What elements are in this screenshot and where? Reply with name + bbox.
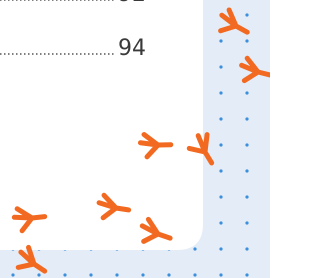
content-panel [0, 0, 203, 250]
page-fragment: 92 94 [0, 0, 270, 278]
page-number: 92 [118, 0, 146, 7]
page-number: 94 [118, 36, 146, 61]
page: 92 94 (() => { const data = JSON.parse(d… [0, 0, 270, 278]
